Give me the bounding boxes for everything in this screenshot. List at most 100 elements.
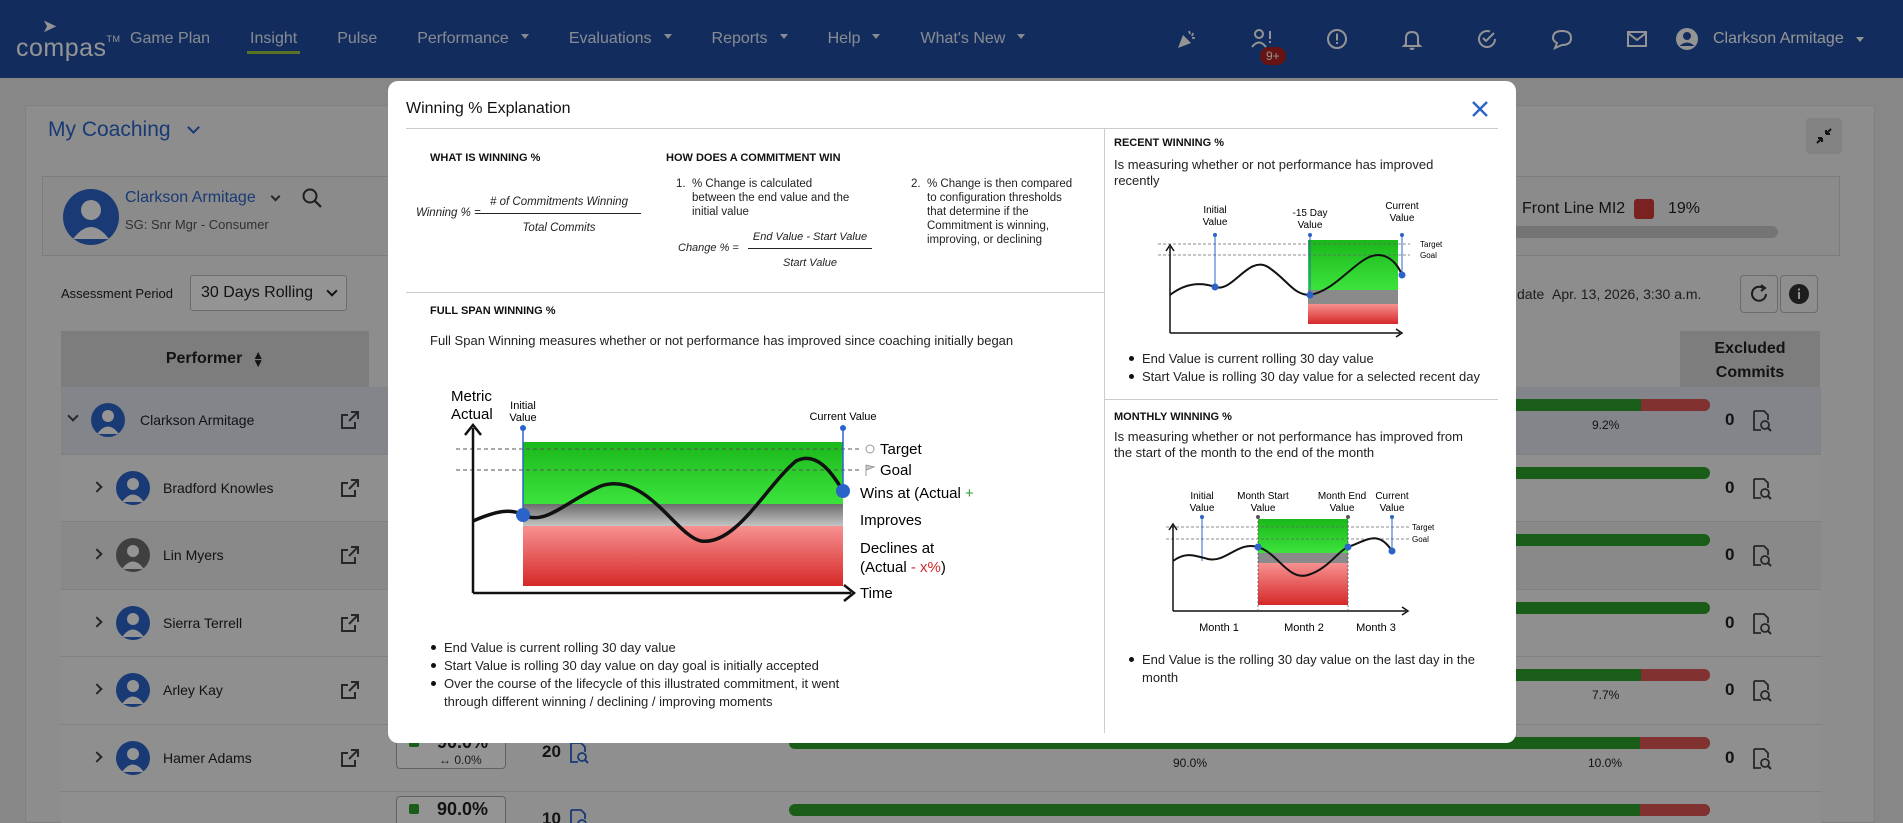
monthly-goal-label: Goal <box>1412 535 1429 544</box>
sort-icon: ▲ ▼ <box>252 348 265 370</box>
declining-zone <box>523 526 843 586</box>
winning-card: 90.0% <box>396 796 506 823</box>
chat-button[interactable] <box>1550 27 1574 51</box>
user-name: Clarkson Armitage <box>1713 30 1844 47</box>
performer-name[interactable]: Sierra Terrell <box>163 614 243 631</box>
avatar <box>116 673 150 707</box>
excluded-search-button[interactable] <box>1751 409 1773 438</box>
mail-button[interactable] <box>1625 27 1649 51</box>
nav-link-insight[interactable]: Insight <box>247 0 301 78</box>
winning-formula-lhs: Winning % = <box>416 207 481 219</box>
open-profile-button[interactable] <box>339 544 361 571</box>
page-title[interactable]: My Coaching <box>48 118 200 142</box>
month-2-label: Month 2 <box>1284 622 1324 634</box>
caret-down-icon <box>779 33 788 39</box>
caret-down-icon <box>663 33 672 39</box>
party-popper-button[interactable] <box>1175 27 1199 51</box>
commit-search-icon <box>570 809 587 823</box>
excluded-search-button[interactable] <box>1751 747 1773 776</box>
recent-diagram: Initial Value -15 Day Value Current Valu… <box>1158 201 1443 338</box>
excluded-search-button[interactable] <box>1751 477 1773 506</box>
excluded-count: 0 <box>1725 477 1735 497</box>
bell-button[interactable] <box>1400 27 1424 51</box>
excluded-count: 0 <box>1725 680 1735 699</box>
recent-target-label: Target <box>1420 240 1443 249</box>
user-circle-icon <box>1676 28 1698 50</box>
collapse-button[interactable] <box>1806 118 1842 154</box>
full-span-diagram: Metric Actual Time Initial Value Current… <box>451 388 976 602</box>
compas-logo[interactable]: ➤ compasTM <box>14 16 120 62</box>
excluded-search-button[interactable] <box>1751 679 1773 708</box>
party-popper-icon <box>1178 30 1195 48</box>
alert-circle-icon <box>1327 29 1347 49</box>
nav-icons: 9+ <box>1175 0 1700 78</box>
metric-axis-label-2: Actual <box>451 406 493 423</box>
logo-arrow-icon: ➤ <box>42 16 58 36</box>
check-task-icon <box>1478 30 1496 48</box>
winning-formula-numerator: # of Commitments Winning <box>477 195 641 214</box>
excluded-search-button[interactable] <box>1751 612 1773 641</box>
search-button[interactable] <box>301 187 323 214</box>
performer-name[interactable]: Clarkson Armitage <box>140 412 255 428</box>
excluded-header-line1: Excluded <box>1714 340 1786 357</box>
excluded-count: 0 <box>1725 612 1735 632</box>
how-commitment-wins-heading: HOW DOES A COMMITMENT WIN <box>666 152 841 164</box>
external-link-icon <box>341 748 359 767</box>
column-divider <box>1104 129 1105 733</box>
initial-value-label-2: Value <box>509 412 536 424</box>
performer-header[interactable]: Performer ▲ ▼ <box>61 331 369 387</box>
full-span-bullets: End Value is current rolling 30 day valu… <box>430 639 860 711</box>
nav-link-help[interactable]: Help <box>828 0 881 78</box>
user-caret-icon <box>1855 36 1864 42</box>
close-button[interactable] <box>1468 97 1492 121</box>
assessment-period-select[interactable]: 30 Days Rolling <box>190 275 347 311</box>
nav-link-label: What's New <box>920 30 1006 47</box>
external-link-icon <box>341 478 359 497</box>
open-profile-button[interactable] <box>339 477 361 504</box>
person-name[interactable]: Clarkson Armitage <box>125 189 281 207</box>
info-button[interactable] <box>1780 275 1818 313</box>
performer-name[interactable]: Lin Myers <box>163 547 224 563</box>
monthly-winning-description: Is measuring whether or not performance … <box>1114 429 1463 460</box>
user-alert-button[interactable]: 9+ <box>1250 27 1286 65</box>
nav-link-label: Game Plan <box>130 30 211 47</box>
refresh-button[interactable] <box>1740 275 1778 313</box>
nav-link-game-plan[interactable]: Game Plan <box>130 0 210 78</box>
refresh-icon <box>1751 284 1767 302</box>
close-icon <box>1472 101 1488 117</box>
user-menu[interactable]: Clarkson Armitage <box>1675 0 1864 78</box>
avatar <box>91 403 125 437</box>
nav-link-reports[interactable]: Reports <box>712 0 788 78</box>
recent-winning-description: Is measuring whether or not performance … <box>1114 157 1434 188</box>
performer-name[interactable]: Hamer Adams <box>163 749 252 766</box>
excluded-commits-header[interactable]: Excluded Commits <box>1680 331 1820 387</box>
nav-link-performance[interactable]: Performance <box>417 0 529 78</box>
check-task-button[interactable] <box>1475 27 1499 51</box>
nav-link-evaluations[interactable]: Evaluations <box>569 0 672 78</box>
excluded-search-button[interactable] <box>1751 544 1773 573</box>
performer-name[interactable]: Bradford Knowles <box>163 479 274 496</box>
open-profile-button[interactable] <box>339 679 361 706</box>
excluded-search-icon <box>1753 612 1772 635</box>
collapse-icon <box>1816 128 1832 144</box>
winning-delta: ↔ 0.0% <box>439 752 482 767</box>
nav-link-what-s-new[interactable]: What's New <box>920 0 1026 78</box>
external-link-icon <box>341 411 359 429</box>
nav-links: Game Plan Insight Pulse Performance Evaluati… <box>130 0 1065 78</box>
front-line-pct: 19% <box>1668 200 1701 217</box>
alert-circle-button[interactable] <box>1325 27 1349 51</box>
open-profile-button[interactable] <box>339 747 361 774</box>
nav-link-pulse[interactable]: Pulse <box>337 0 377 78</box>
declining-segment <box>1640 669 1710 681</box>
performer-name[interactable]: Arley Kay <box>163 682 223 698</box>
table-row[interactable]: 90.0% 10 <box>61 792 1821 823</box>
external-link-icon <box>341 546 359 564</box>
open-profile-button[interactable] <box>339 409 361 436</box>
section-divider <box>406 292 1104 293</box>
recent-mid-label-2: Value <box>1298 220 1323 231</box>
improves-label: Improves <box>860 512 922 529</box>
open-profile-button[interactable] <box>339 612 361 639</box>
commit-search-button[interactable] <box>568 808 590 823</box>
external-link-icon <box>341 681 359 699</box>
monthly-current-label: Current <box>1375 491 1409 502</box>
